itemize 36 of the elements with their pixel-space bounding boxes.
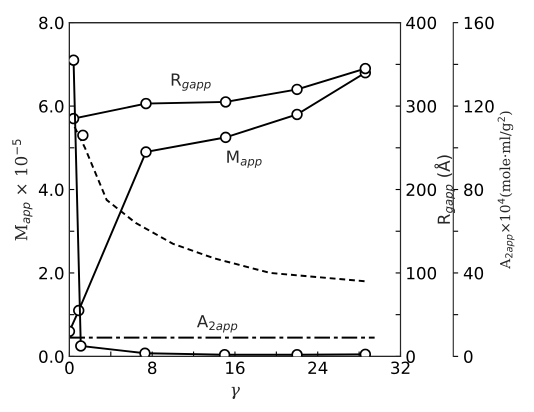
y-axis-title: M$_{app}$ × 10$^{−5}$ xyxy=(12,139,32,240)
series-label: R$_{gapp}$ xyxy=(172,73,211,91)
point xyxy=(139,348,151,356)
x-tick-label: 0 xyxy=(65,362,74,374)
y2-tick-label: 0 xyxy=(406,350,415,363)
y3-tick-label: 120 xyxy=(464,100,494,113)
y3-tick-label: 0 xyxy=(464,350,472,363)
y3-tick-label: 80 xyxy=(464,183,484,196)
y3-tick-label: 40 xyxy=(464,266,484,280)
x-tick-label: 16 xyxy=(226,362,245,374)
y-tick-label: 4.0 xyxy=(38,183,64,196)
point xyxy=(69,54,80,66)
point xyxy=(291,108,303,120)
x-tick-label: 32 xyxy=(391,362,410,374)
y-tick-label: 8.0 xyxy=(39,16,64,30)
y3-tick-label: 160 xyxy=(464,16,494,30)
x-tick-label: 24 xyxy=(308,362,328,374)
x-axis-title: γ xyxy=(232,386,240,400)
point xyxy=(291,84,303,96)
y-tick-label: 2.0 xyxy=(39,266,64,280)
point xyxy=(220,132,232,144)
point xyxy=(360,62,372,74)
y-tick-label: 6.0 xyxy=(39,100,64,113)
y-tick-label: 0.0 xyxy=(39,350,64,363)
point xyxy=(140,98,152,110)
series-label: M$_{app}$ xyxy=(227,150,262,168)
y3-axis-title: A$_{2app}$×10$^{4}$(mole·ml/g$^{2}$) xyxy=(498,111,514,269)
y2-tick-label: 400 xyxy=(406,16,436,30)
point xyxy=(140,146,152,158)
y2-tick-label: 300 xyxy=(406,100,436,113)
point xyxy=(77,130,89,141)
point xyxy=(220,96,232,108)
x-tick-label: 8 xyxy=(148,362,156,374)
y2-tick-label: 200 xyxy=(406,183,436,196)
y2-tick-label: 100 xyxy=(407,266,436,280)
series-label: A$_{2app}$ xyxy=(196,315,238,332)
